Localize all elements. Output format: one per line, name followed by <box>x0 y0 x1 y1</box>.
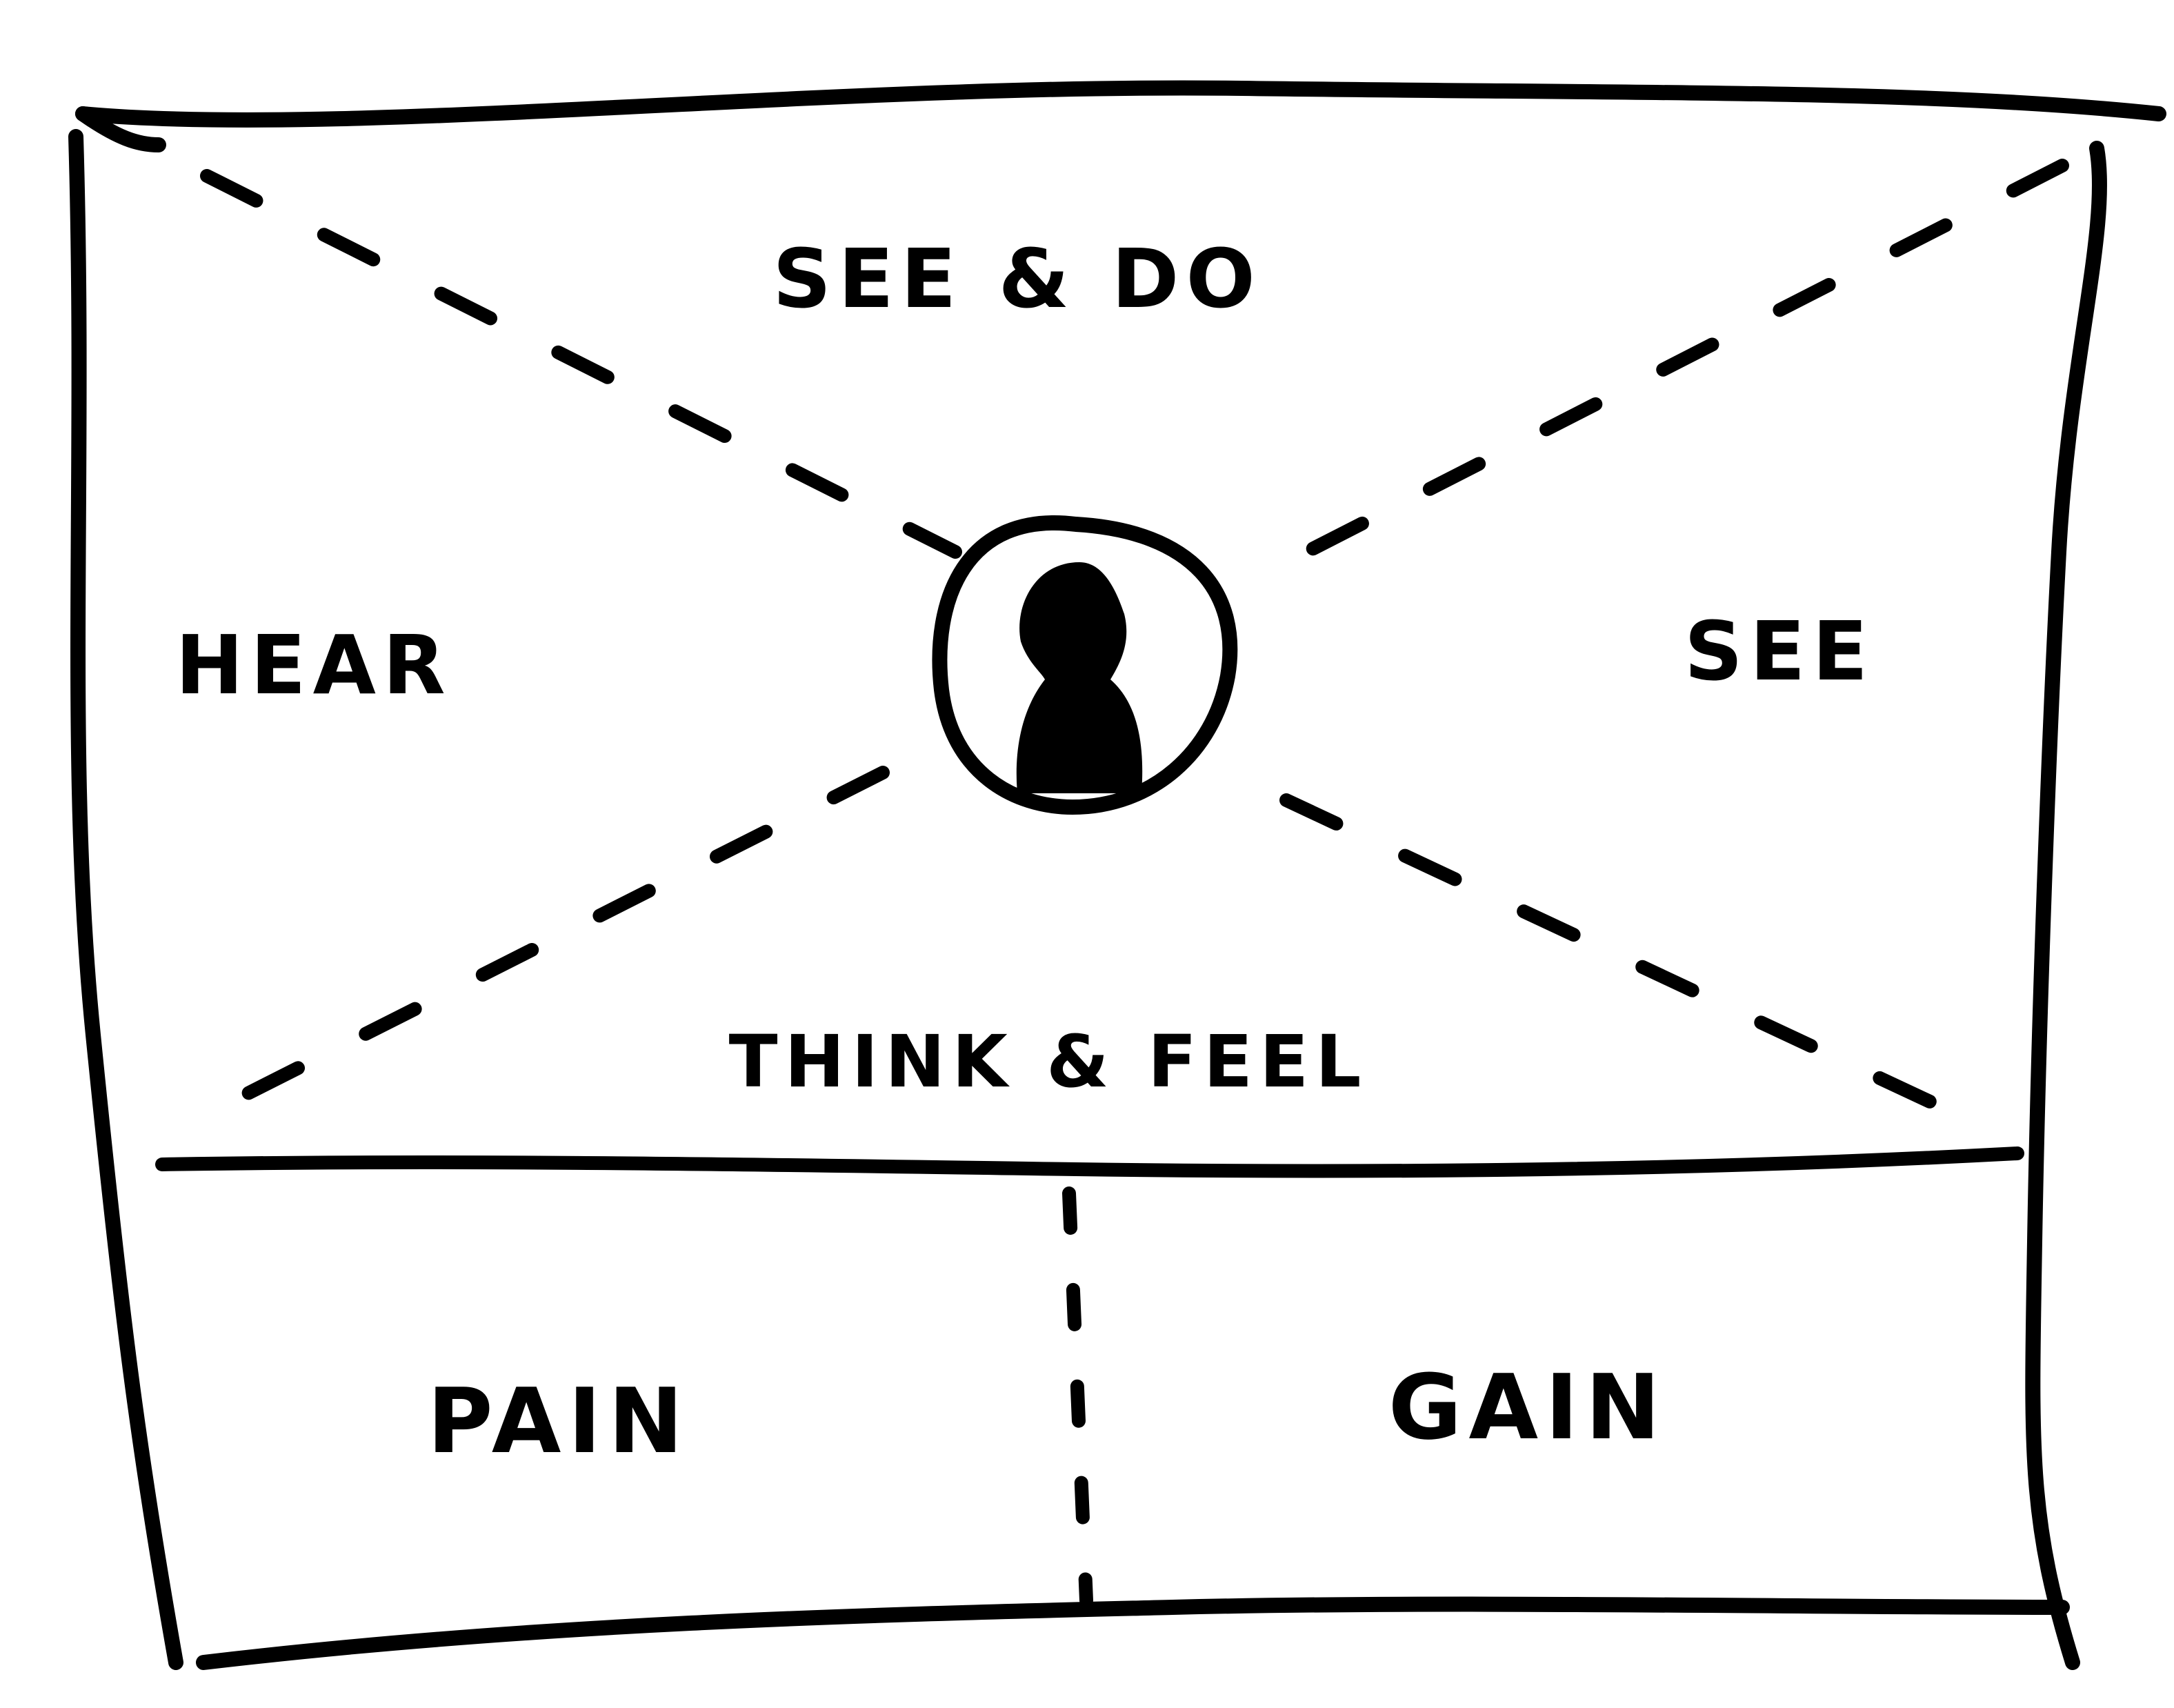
label-see-and-do: SEE & DO <box>772 231 1262 326</box>
label-hear: HEAR <box>175 617 452 713</box>
person-silhouette-icon <box>932 515 1238 815</box>
label-gain: GAIN <box>1388 1355 1667 1460</box>
label-see: SEE <box>1684 604 1875 699</box>
label-pain: PAIN <box>427 1369 690 1473</box>
diagonal-dashed-lines <box>200 159 2069 1138</box>
horizontal-divider <box>155 1146 2024 1178</box>
outer-frame <box>68 80 2166 1670</box>
label-think-and-feel: THINK & FEEL <box>729 1020 1368 1104</box>
vertical-dashed-divider <box>1062 1186 1093 1607</box>
